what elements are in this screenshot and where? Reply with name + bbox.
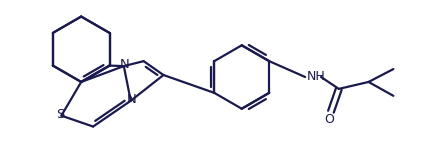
Text: S: S (56, 108, 65, 121)
Text: N: N (127, 93, 136, 106)
Text: NH: NH (307, 71, 326, 83)
Text: O: O (324, 113, 334, 126)
Text: N: N (120, 58, 130, 71)
